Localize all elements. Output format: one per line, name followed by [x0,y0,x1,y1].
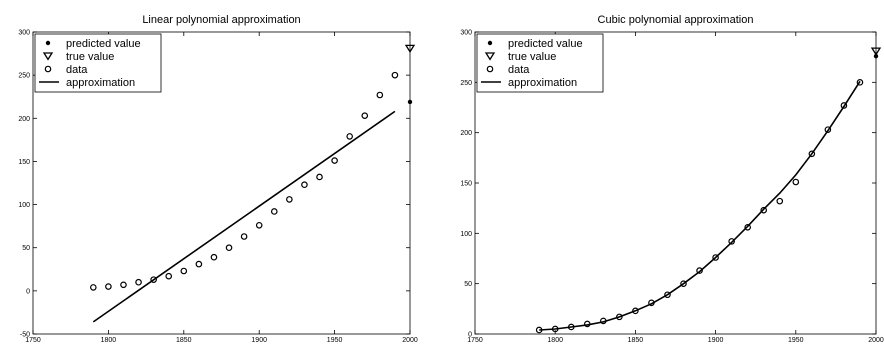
data-point [824,126,832,133]
legend-marker-icon [45,40,51,46]
data-point [316,173,323,181]
data-point [776,197,784,205]
true-value-point [870,47,882,56]
data-point [150,276,157,283]
data-point [760,206,768,214]
legend-label: predicted value [66,38,141,50]
y-tick-label: 250 [18,73,30,80]
data-point [225,244,233,252]
data-point [680,280,687,287]
legend-label: true value [508,51,556,63]
data-point [135,278,142,286]
data-point [120,281,127,289]
y-tick-label: 100 [18,202,30,209]
y-tick-label: 150 [460,181,472,188]
y-tick-label: 100 [460,231,472,238]
y-tick-label: 300 [18,30,30,37]
approximation-line [92,110,396,323]
data-point [696,267,703,274]
data-point [712,254,719,261]
legend-label: true value [66,51,114,63]
predicted-value-point [873,53,879,59]
legend-label: data [508,64,530,76]
data-point [165,272,173,280]
data-point [286,196,293,203]
x-tick-label: 1900 [251,337,267,344]
chart-title: Linear polynomial approximation [142,14,300,26]
y-tick-label: 0 [468,332,472,339]
legend-label: predicted value [508,38,583,50]
data-point [180,267,188,275]
x-tick-label: 1750 [25,337,41,344]
predicted-value-point [407,99,413,105]
data-point [376,91,384,99]
data-point [240,233,248,240]
data-point [840,102,848,109]
data-point [616,313,623,321]
legend-marker-icon [487,40,493,46]
x-tick-label: 1950 [788,337,804,344]
x-tick-label: 1750 [467,337,483,344]
x-tick-label: 1850 [628,337,644,344]
legend-marker-icon [44,65,52,73]
y-tick-label: 200 [18,116,30,123]
data-point [301,181,308,189]
y-tick-label: 150 [18,159,30,166]
data-point [255,221,263,229]
approximation-line [539,80,861,331]
data-point [361,112,369,119]
data-point [331,157,338,164]
y-tick-label: -50 [20,332,30,339]
data-point [856,79,864,86]
y-tick-label: 250 [460,80,472,87]
legend-label: approximation [66,77,135,89]
data-point [346,133,353,140]
x-tick-label: 1800 [101,337,117,344]
data-point [105,283,112,290]
data-point [391,71,399,79]
data-point [90,284,97,291]
chart-1: Linear polynomial approximation 1750 1800 1… [18,14,418,344]
x-tick-label: 1850 [176,337,192,344]
y-tick-label: 50 [22,245,30,252]
chart-2: Cubic polynomial approximation 1750 1800 18… [460,14,884,344]
y-tick-label: 300 [460,30,472,37]
x-tick-label: 1950 [327,337,343,344]
x-tick-label: 2000 [868,337,884,344]
true-value-point [404,44,416,54]
legend-marker-icon [486,65,494,73]
data-point [728,238,735,245]
data-point [792,178,800,186]
y-tick-label: 0 [26,288,30,295]
data-point [744,223,751,231]
data-point [195,260,203,268]
y-tick-label: 50 [464,281,472,288]
legend-label: data [66,64,88,76]
x-tick-label: 2000 [402,337,418,344]
plot-frame [32,31,411,335]
data-point [210,253,218,261]
y-tick-label: 200 [460,130,472,137]
data-point [808,150,816,158]
legend-marker-icon [42,52,54,61]
x-tick-label: 1800 [547,337,563,344]
legend-marker-icon [484,52,496,61]
x-tick-label: 1900 [708,337,724,344]
chart-title: Cubic polynomial approximation [598,14,754,26]
data-point [632,307,639,315]
data-point [270,208,278,215]
data-point [664,291,671,299]
legend-label: approximation [508,77,577,89]
